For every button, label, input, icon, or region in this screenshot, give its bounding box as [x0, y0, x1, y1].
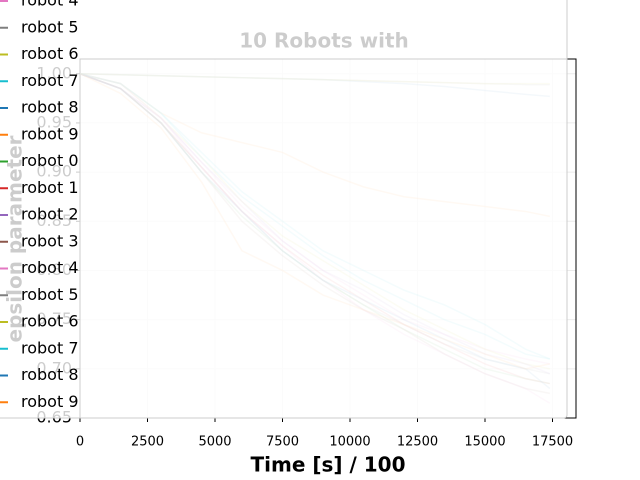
x-tick-label: 10000	[329, 435, 370, 450]
legend-label: robot 6	[21, 312, 79, 331]
x-axis-label: Time [s] / 100	[250, 453, 405, 477]
x-tick-label: 0	[76, 435, 84, 450]
legend-label: robot 5	[21, 285, 79, 304]
legend-label: robot 7	[21, 338, 79, 357]
x-tick-label: 12500	[397, 435, 438, 450]
legend-label: robot 2	[21, 205, 79, 224]
legend-label: robot 7	[21, 71, 79, 90]
x-tick-label: 15000	[464, 435, 505, 450]
x-tick-label: 2500	[131, 435, 164, 450]
legend-label: robot 4	[21, 0, 79, 10]
legend-label: robot 1	[21, 178, 79, 197]
legend-label: robot 5	[21, 17, 79, 36]
legend-label: robot 0	[21, 151, 79, 170]
legend-label: robot 8	[21, 98, 79, 117]
legend-label: robot 3	[21, 231, 79, 250]
legend-label: robot 8	[21, 365, 79, 384]
legend: robot 4 robot 5 robot 6 robot 7 robot 8 robot…	[0, 0, 79, 411]
x-tick-label: 7500	[266, 435, 299, 450]
legend-label: robot 9	[21, 392, 79, 411]
legend-box	[0, 0, 568, 419]
legend-label: robot 4	[21, 258, 79, 277]
x-tick-label: 5000	[198, 435, 231, 450]
legend-label: robot 6	[21, 44, 79, 63]
x-tick-label: 17500	[532, 435, 573, 450]
legend-label: robot 9	[21, 124, 79, 143]
